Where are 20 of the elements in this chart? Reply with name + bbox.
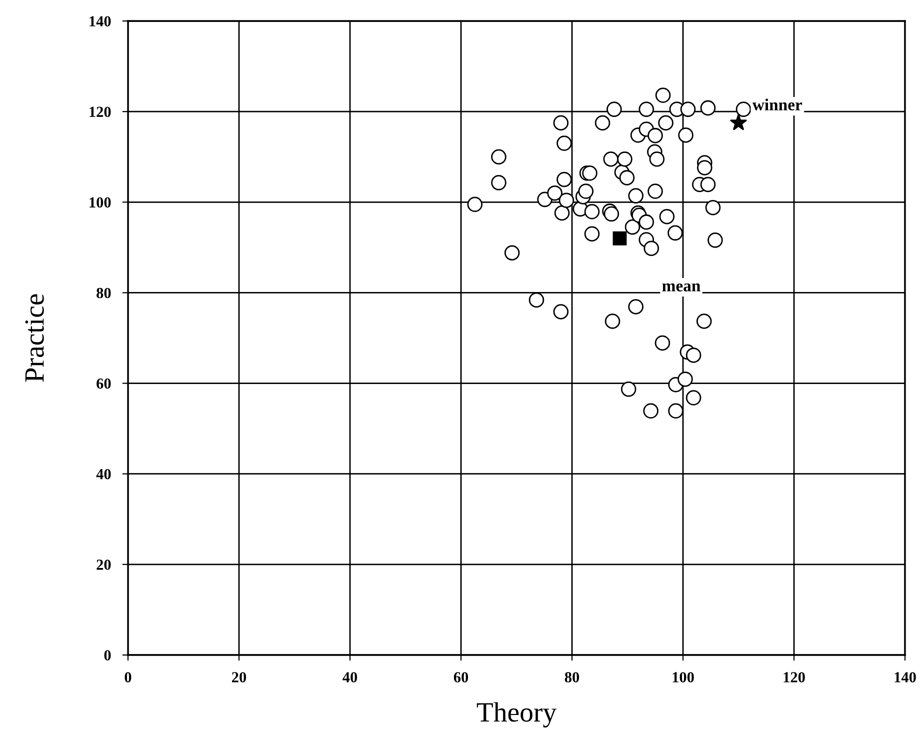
y-tick-label: 20	[96, 560, 111, 570]
x-tick-label: 120	[784, 672, 805, 682]
y-tick-label: 140	[90, 16, 111, 26]
x-axis-title: Theory	[476, 702, 556, 728]
x-tick-label: 100	[672, 672, 694, 682]
y-tick-label: 80	[96, 288, 111, 298]
annotation: winner	[752, 98, 802, 110]
x-tick-label: 0	[124, 672, 132, 682]
y-tick-label: 100	[90, 197, 111, 208]
annotation: mean	[662, 283, 700, 292]
y-tick-label: 0	[104, 650, 111, 660]
y-axis-title: Practice	[25, 294, 44, 382]
x-tick-label: 60	[454, 672, 468, 682]
y-tick-label: 120	[90, 106, 111, 118]
x-tick-label: 20	[232, 672, 246, 682]
x-tick-label: 40	[342, 672, 358, 682]
y-tick-label: 60	[96, 378, 111, 389]
y-tick-label: 40	[96, 469, 111, 480]
x-tick-label: 80	[564, 672, 580, 682]
x-tick-label: 140	[894, 672, 916, 682]
